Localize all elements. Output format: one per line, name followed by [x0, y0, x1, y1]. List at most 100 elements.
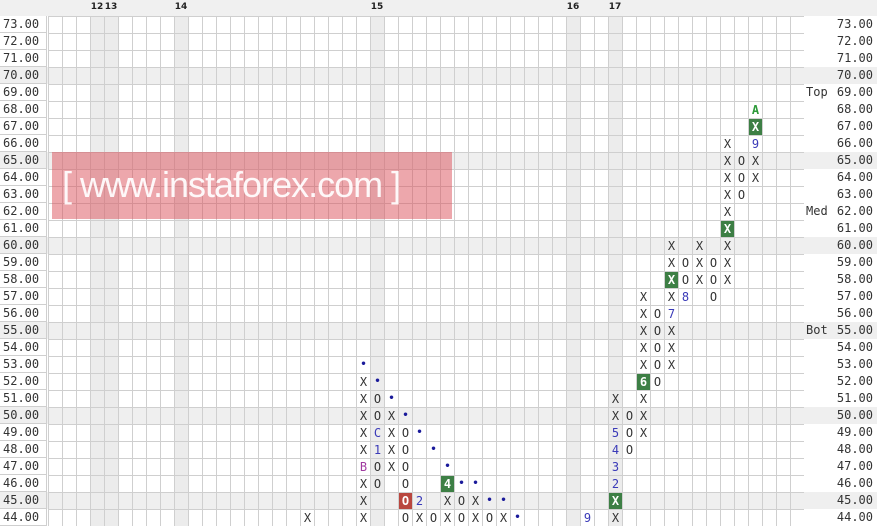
- x-box: X: [723, 137, 732, 151]
- x-box: X: [499, 511, 508, 525]
- price-label-left: 59.00: [0, 254, 47, 271]
- x-box: X: [639, 290, 648, 304]
- x-box: X: [639, 341, 648, 355]
- x-box: X: [303, 511, 312, 525]
- price-label-right: 68.00: [836, 102, 873, 116]
- price-label-left: 49.00: [0, 424, 47, 441]
- x-box: X: [665, 272, 678, 288]
- column-header-bar: [0, 0, 877, 16]
- price-label-left: 44.00: [0, 509, 47, 526]
- x-box: X: [723, 154, 732, 168]
- x-box: X: [751, 154, 760, 168]
- price-label-left: 63.00: [0, 186, 47, 203]
- o-box: O: [737, 154, 746, 168]
- reversal-dot: •: [486, 495, 493, 506]
- x-box: X: [611, 409, 620, 423]
- month-marker: B: [359, 460, 368, 474]
- x-box: X: [443, 511, 452, 525]
- o-box: O: [653, 324, 662, 338]
- o-box: O: [737, 188, 746, 202]
- month-marker: 8: [681, 290, 690, 304]
- column-marker-label: 17: [608, 2, 622, 12]
- reversal-dot: •: [514, 512, 521, 523]
- x-box: X: [723, 273, 732, 287]
- month-marker: 9: [751, 137, 760, 151]
- level-label-bot: Bot: [806, 323, 828, 337]
- o-box: O: [681, 273, 690, 287]
- price-label-left: 47.00: [0, 458, 47, 475]
- x-box: X: [723, 205, 732, 219]
- plot-grid: [48, 16, 804, 526]
- month-marker: 6: [637, 374, 650, 390]
- watermark-band: [52, 152, 452, 219]
- price-label-left: 60.00: [0, 237, 47, 254]
- column-marker-label: 15: [370, 2, 384, 12]
- x-box: X: [639, 392, 648, 406]
- o-box: O: [399, 493, 412, 509]
- x-box: X: [359, 494, 368, 508]
- o-box: O: [653, 375, 662, 389]
- price-label-left: 67.00: [0, 118, 47, 135]
- x-box: X: [667, 290, 676, 304]
- price-label-right: 61.00: [836, 221, 873, 235]
- x-box: X: [387, 460, 396, 474]
- o-box: O: [625, 443, 634, 457]
- price-label-right: 49.00: [836, 425, 873, 439]
- o-box: O: [457, 494, 466, 508]
- price-label-right: 62.00: [836, 204, 873, 218]
- price-label-left: 64.00: [0, 169, 47, 186]
- reversal-dot: •: [430, 444, 437, 455]
- price-label-left: 71.00: [0, 50, 47, 67]
- price-label-right: 44.00: [836, 510, 873, 524]
- price-label-right: 73.00: [836, 17, 873, 31]
- price-label-right: 52.00: [836, 374, 873, 388]
- price-label-left: 70.00: [0, 67, 47, 84]
- reversal-dot: •: [416, 427, 423, 438]
- x-box: X: [611, 511, 620, 525]
- price-label-left: 55.00: [0, 322, 47, 339]
- column-marker-label: 16: [566, 2, 580, 12]
- x-box: X: [695, 239, 704, 253]
- x-box: X: [359, 426, 368, 440]
- reversal-dot: •: [500, 495, 507, 506]
- x-box: X: [723, 239, 732, 253]
- o-box: O: [401, 477, 410, 491]
- price-label-right: 70.00: [836, 68, 873, 82]
- price-label-right: 65.00: [836, 153, 873, 167]
- price-label-left: 51.00: [0, 390, 47, 407]
- price-label-right: 51.00: [836, 391, 873, 405]
- watermark-logo: [ www.instaforex.com ]: [62, 164, 401, 205]
- price-label-left: 57.00: [0, 288, 47, 305]
- price-label-right: 71.00: [836, 51, 873, 65]
- o-box: O: [737, 171, 746, 185]
- x-box: X: [639, 307, 648, 321]
- month-marker: 3: [611, 460, 620, 474]
- price-label-left: 68.00: [0, 101, 47, 118]
- reversal-dot: •: [458, 478, 465, 489]
- column-marker-label: 14: [174, 2, 188, 12]
- price-label-left: 58.00: [0, 271, 47, 288]
- price-label-left: 45.00: [0, 492, 47, 509]
- price-label-right: 58.00: [836, 272, 873, 286]
- price-label-left: 56.00: [0, 305, 47, 322]
- price-label-left: 73.00: [0, 16, 47, 33]
- x-box: X: [471, 511, 480, 525]
- o-box: O: [653, 307, 662, 321]
- x-box: X: [639, 324, 648, 338]
- price-label-right: 63.00: [836, 187, 873, 201]
- price-label-left: 53.00: [0, 356, 47, 373]
- reversal-dot: •: [374, 376, 381, 387]
- x-box: X: [387, 409, 396, 423]
- x-box: X: [723, 188, 732, 202]
- o-box: O: [401, 460, 410, 474]
- price-label-right: 72.00: [836, 34, 873, 48]
- o-box: O: [681, 256, 690, 270]
- x-box: X: [639, 426, 648, 440]
- price-label-right: 55.00: [836, 323, 873, 337]
- x-box: X: [667, 256, 676, 270]
- price-label-left: 50.00: [0, 407, 47, 424]
- x-box: X: [639, 358, 648, 372]
- price-label-right: 46.00: [836, 476, 873, 490]
- month-marker: 2: [415, 494, 424, 508]
